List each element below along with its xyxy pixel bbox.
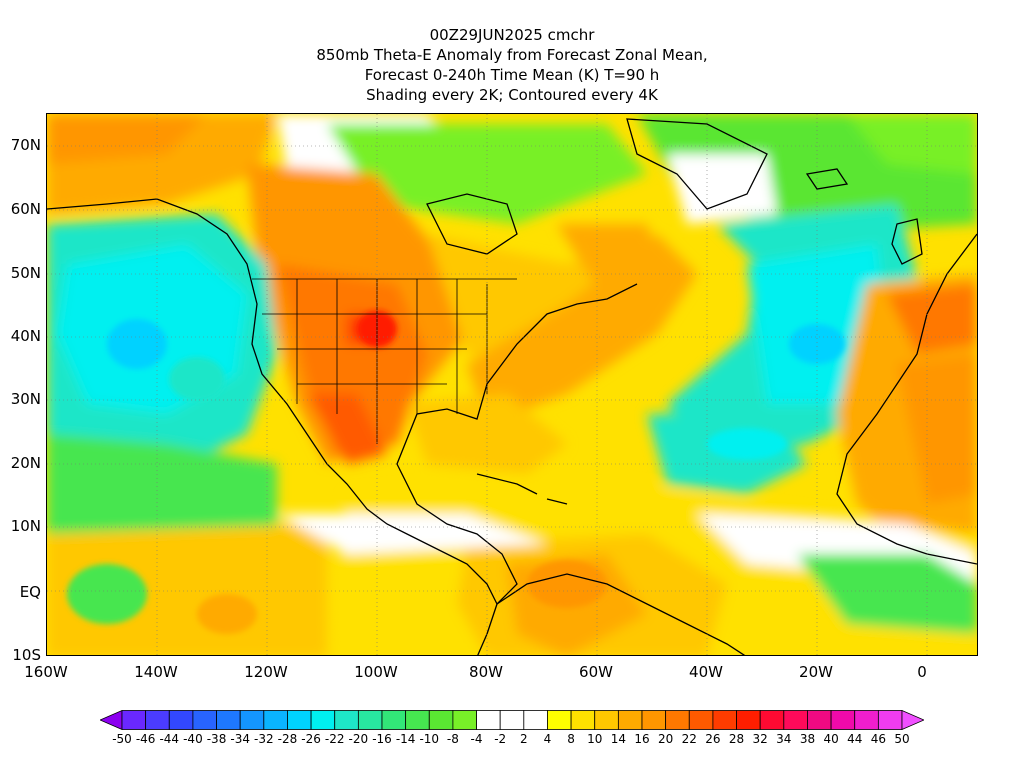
colorbar-tick-label: -8 [446, 732, 459, 746]
colorbar-tick-label: -46 [135, 732, 156, 746]
colorbar-tick-label: -26 [301, 732, 321, 746]
anomaly-field [47, 114, 977, 655]
lat-label: 30N [10, 390, 41, 408]
colorbar-tick-label: 38 [799, 732, 816, 746]
colorbar-tick-label: -38 [206, 732, 227, 746]
colorbar-bin [499, 710, 525, 730]
colorbar-tick-label: -50 [112, 732, 132, 746]
lon-label: 100W [354, 663, 398, 681]
lon-label: 0 [917, 663, 927, 681]
map-title-line-3: Forecast 0-240h Time Mean (K) T=90 h [364, 66, 660, 84]
coastlines [47, 118, 977, 655]
colorbar-tick-label: 22 [681, 732, 697, 746]
colorbar-tick-label: 2 [519, 732, 528, 746]
colorbar-bin [712, 710, 737, 730]
lat-label: 10N [10, 517, 41, 535]
colorbar-bin [263, 710, 288, 730]
colorbar-tick-label: -28 [277, 732, 298, 746]
colorbar-tick-label: -20 [348, 732, 369, 746]
colorbar-bin [334, 710, 359, 730]
colorbar-tick-label: 50 [894, 732, 910, 746]
colorbar-bin [523, 710, 548, 730]
colorbar-tick-label: -40 [183, 732, 203, 746]
colorbar-tick-label: -32 [254, 732, 274, 746]
colorbar-bin [665, 710, 690, 730]
colorbar-bin [145, 710, 170, 730]
colorbar-tick-label: -2 [494, 732, 507, 746]
lat-label: 20N [10, 454, 41, 472]
colorbar-bin [594, 710, 619, 730]
colorbar-tick-label: -10 [419, 732, 440, 746]
colorbar-bin [357, 710, 383, 730]
colorbar-bin [736, 710, 761, 730]
colorbar-tick-label: 26 [705, 732, 721, 746]
lat-label: 70N [10, 136, 41, 154]
colorbar-bin [192, 710, 217, 730]
colorbar-tick-label: 40 [823, 732, 839, 746]
colorbar-bin [759, 710, 785, 730]
colorbar-tick-label: -16 [372, 732, 392, 746]
colorbar-bin [641, 710, 667, 730]
colorbar-bin [168, 710, 194, 730]
graticule [47, 114, 977, 655]
lon-label: 140W [134, 663, 178, 681]
colorbar-tick-label: 44 [847, 732, 863, 746]
colorbar-bin [807, 710, 832, 730]
colorbar-tick-label: 32 [752, 732, 768, 746]
colorbar-bin [783, 710, 808, 730]
anomaly-detail [67, 311, 845, 634]
lon-label: 80W [469, 663, 503, 681]
colorbar-bin [381, 710, 407, 730]
lon-label: 60W [579, 663, 613, 681]
lat-label: 40N [10, 327, 41, 345]
colorbar-bin [617, 710, 643, 730]
colorbar-tick-label: 34 [776, 732, 792, 746]
colorbar-tick-label: 46 [870, 732, 886, 746]
lat-label: EQ [19, 583, 41, 601]
anomaly-map [47, 114, 977, 655]
colorbar-bin [428, 710, 454, 730]
colorbar-bin [121, 710, 147, 730]
colorbar-bin [216, 710, 241, 730]
map-title-line-4: Shading every 2K; Contoured every 4K [366, 86, 658, 104]
colorbar-bin [688, 710, 714, 730]
colorbar-bin [877, 710, 903, 730]
lon-label: 160W [24, 663, 68, 681]
lat-label: 50N [10, 264, 41, 282]
colorbar-bin [287, 710, 312, 730]
colorbar-tick-label: -34 [230, 732, 250, 746]
map-title-line-2: 850mb Theta-E Anomaly from Forecast Zona… [316, 46, 708, 64]
colorbar [100, 710, 924, 730]
colorbar-bin [854, 710, 879, 730]
lon-label: 120W [244, 663, 288, 681]
state-borders [252, 278, 517, 444]
colorbar-tick-label: 14 [610, 732, 626, 746]
lat-label: 10S [12, 646, 41, 664]
map-panel [46, 113, 978, 656]
colorbar-bin [830, 710, 856, 730]
lat-label: 60N [10, 200, 41, 218]
colorbar-tick-label: -14 [395, 732, 416, 746]
colorbar-tick-label: 10 [587, 732, 603, 746]
colorbar-tick-label: 16 [634, 732, 650, 746]
lon-label: 20W [799, 663, 833, 681]
colorbar-bin [310, 710, 336, 730]
colorbar-tick-label: -22 [324, 732, 345, 746]
colorbar-min-arrow [100, 710, 123, 730]
lon-label: 40W [689, 663, 723, 681]
colorbar-tick-label: 28 [728, 732, 745, 746]
colorbar-tick-label: 20 [657, 732, 674, 746]
colorbar-tick-label: 4 [543, 732, 552, 746]
colorbar-max-arrow [901, 710, 924, 730]
colorbar-tick-label: -4 [470, 732, 483, 746]
map-title-line-1: 00Z29JUN2025 cmchr [429, 26, 595, 44]
colorbar-bin [405, 710, 430, 730]
colorbar-bin [570, 710, 596, 730]
colorbar-bin [452, 710, 477, 730]
colorbar-tick-label: 8 [567, 732, 575, 746]
colorbar-bin [476, 710, 501, 730]
colorbar-bin [239, 710, 265, 730]
colorbar-bin [547, 710, 572, 730]
colorbar-tick-label: -44 [159, 732, 180, 746]
